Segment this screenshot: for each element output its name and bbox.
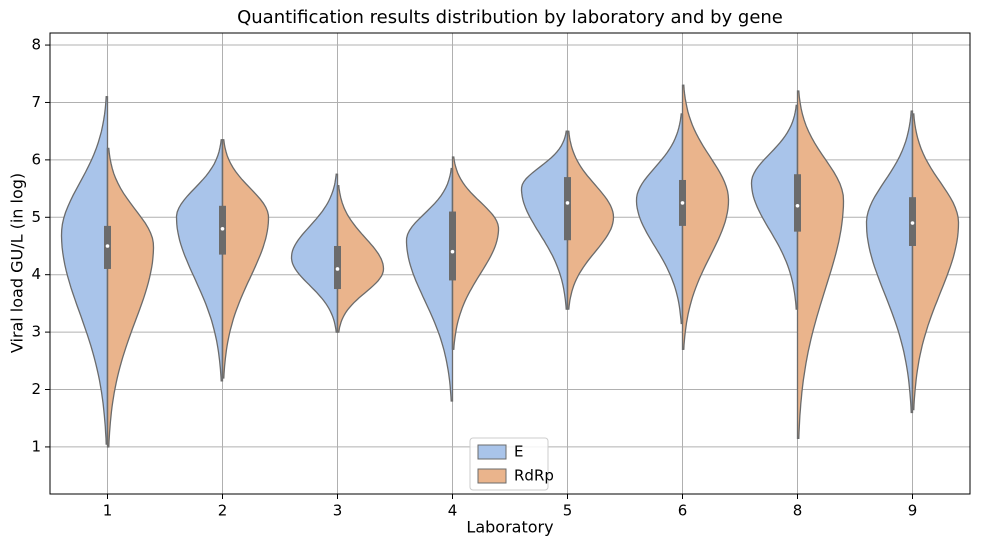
y-tick-label: 8 <box>31 36 41 54</box>
median <box>565 201 570 205</box>
chart-title: Quantification results distribution by l… <box>237 7 783 28</box>
legend-swatch <box>477 468 507 484</box>
x-tick-label: 3 <box>333 502 343 520</box>
x-tick-label: 6 <box>678 502 688 520</box>
legend-swatch <box>477 444 507 460</box>
y-tick-label: 6 <box>31 150 41 168</box>
violin-half <box>911 113 960 411</box>
legend-label: RdRp <box>514 467 554 485</box>
violin-half <box>336 185 385 333</box>
violin-half <box>865 110 914 414</box>
median <box>450 249 455 254</box>
median <box>335 267 340 271</box>
x-tick-label: 9 <box>908 502 918 520</box>
violin-half <box>796 90 845 439</box>
violin-half <box>750 104 799 310</box>
box <box>564 177 571 241</box>
y-tick-label: 7 <box>31 93 41 111</box>
median <box>220 226 225 231</box>
median <box>910 221 915 225</box>
violin-half <box>290 173 339 333</box>
x-tick-label: 2 <box>218 502 228 520</box>
violin-half <box>175 139 224 382</box>
plot-frame <box>49 32 971 495</box>
violin-half <box>520 130 569 310</box>
x-tick-label: 1 <box>103 502 113 520</box>
median <box>105 244 110 248</box>
box <box>794 174 801 232</box>
x-tick-label: 5 <box>563 502 573 520</box>
violin-half <box>451 156 500 350</box>
x-axis-label: Laboratory <box>466 518 553 537</box>
median <box>795 204 800 208</box>
y-tick-label: 3 <box>31 323 41 341</box>
violin-half <box>635 113 684 325</box>
y-tick-label: 1 <box>31 437 41 455</box>
y-tick-label: 5 <box>31 208 41 226</box>
legend-label: E <box>514 443 523 461</box>
x-tick-label: 4 <box>448 502 458 520</box>
violin-half <box>221 139 270 379</box>
box <box>449 211 456 281</box>
x-tick-label: 8 <box>793 502 803 520</box>
y-tick-label: 4 <box>31 265 41 283</box>
median <box>680 201 685 205</box>
violin-half <box>681 84 730 350</box>
y-tick-label: 2 <box>31 380 41 398</box>
violin-half <box>60 96 109 445</box>
y-axis-label: Viral load GU/L (in log) <box>8 173 27 353</box>
violin-half <box>405 167 454 402</box>
violin-half <box>566 130 615 310</box>
violin-half <box>106 147 155 448</box>
